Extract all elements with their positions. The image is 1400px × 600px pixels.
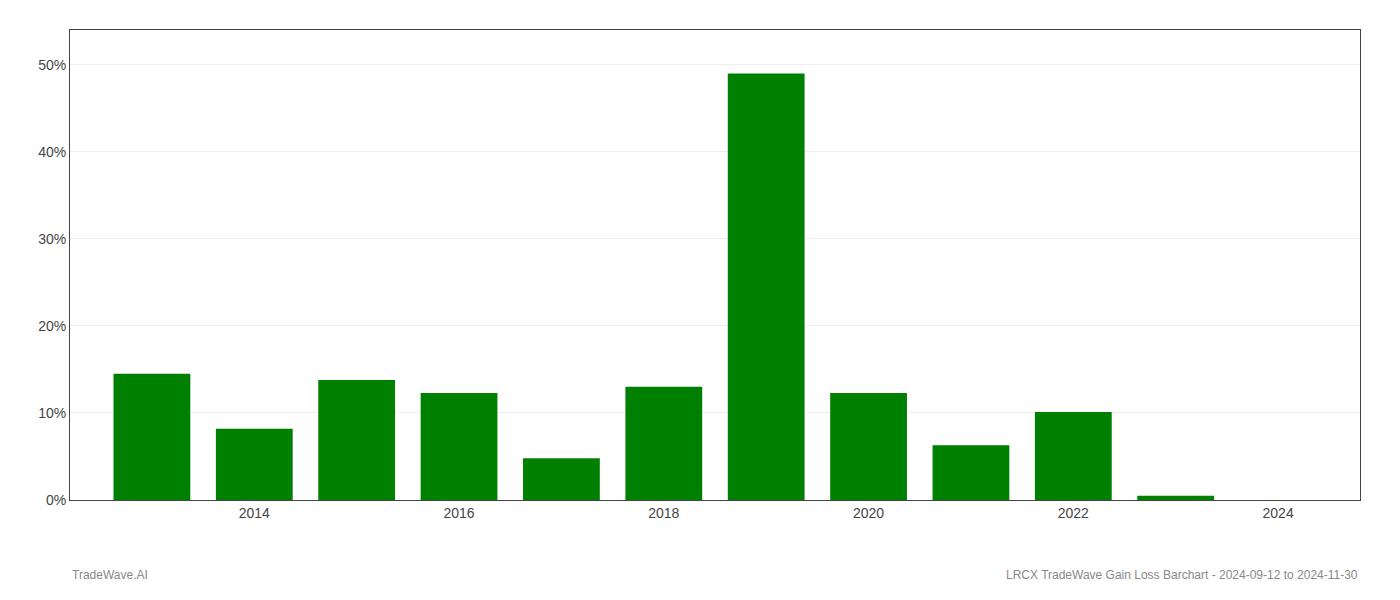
- svg-text:2020: 2020: [853, 505, 884, 521]
- svg-text:LRCX TradeWave Gain Loss Barch: LRCX TradeWave Gain Loss Barchart - 2024…: [1006, 568, 1358, 582]
- svg-text:2022: 2022: [1058, 505, 1089, 521]
- svg-text:TradeWave.AI: TradeWave.AI: [72, 568, 148, 582]
- svg-text:2018: 2018: [648, 505, 679, 521]
- svg-text:40%: 40%: [38, 144, 66, 160]
- svg-text:2016: 2016: [443, 505, 474, 521]
- svg-text:10%: 10%: [38, 405, 66, 421]
- svg-text:50%: 50%: [38, 57, 66, 73]
- svg-text:2014: 2014: [239, 505, 270, 521]
- svg-text:20%: 20%: [38, 318, 66, 334]
- svg-text:0%: 0%: [46, 492, 66, 508]
- svg-text:30%: 30%: [38, 231, 66, 247]
- svg-text:2024: 2024: [1263, 505, 1294, 521]
